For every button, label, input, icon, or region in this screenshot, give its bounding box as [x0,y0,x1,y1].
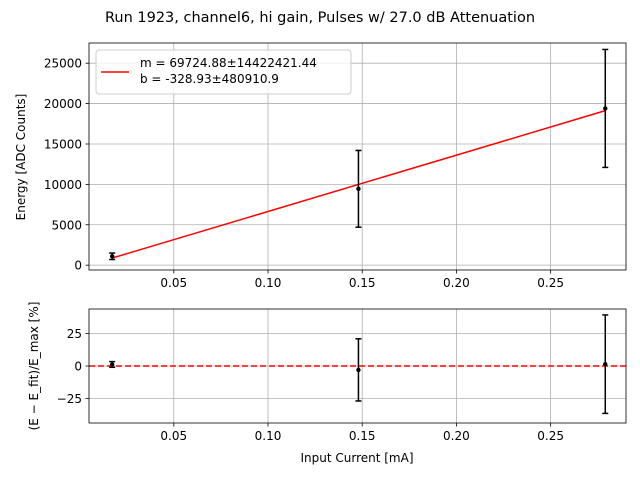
legend-entry-slope: m = 69724.88±14422421.44 [140,56,317,70]
legend-box [95,49,352,95]
data-point [356,186,361,192]
y-tick-label: 20000 [44,97,82,111]
legend-entry-intercept: b = -328.93±480910.9 [140,72,279,86]
y-axis-label: Energy [ADC Counts] [14,94,28,221]
y-tick-label: 0 [74,360,82,374]
data-point [109,362,115,367]
x-tick-label: 0.25 [537,429,564,443]
x-tick-label: 0.05 [160,276,187,290]
y-tick-label: 10000 [44,178,82,192]
data-point [603,106,608,111]
y-tick-label: −25 [57,392,82,406]
data-point [603,361,608,367]
residual-plot: 0.05 0.10 0.15 0.20 0.25 −25 0 25 (E − E_fit)/E_… [27,302,627,443]
data-point [109,254,115,259]
x-tick-label: 0.20 [443,429,470,443]
x-tick-label: 0.10 [255,429,282,443]
y-tick-label: 25000 [44,57,82,71]
residual-y-axis-label: (E − E_fit)/E_max [%] [27,302,41,431]
x-tick-label: 0.15 [349,429,376,443]
legend: m = 69724.88±14422421.44 b = -328.93±4809… [95,49,352,95]
y-tick-label: 15000 [44,137,82,151]
y-tick-label: 0 [74,259,82,273]
y-tick-label: 25 [67,327,82,341]
data-point [356,367,361,373]
x-tick-label: 0.10 [255,276,282,290]
x-tick-label: 0.25 [537,276,564,290]
x-tick-label: 0.05 [160,429,187,443]
x-tick-label: 0.20 [443,276,470,290]
y-tick-label: 5000 [51,218,82,232]
figure-title: Run 1923, channel6, hi gain, Pulses w/ 2… [105,10,535,26]
plot-frame [88,42,627,271]
x-tick-label: 0.15 [349,276,376,290]
x-axis-label: Input Current [mA] [300,451,413,465]
energy-plot: 0.05 0.10 0.15 0.20 0.25 0 5000 10000 15000 20000… [14,42,627,290]
